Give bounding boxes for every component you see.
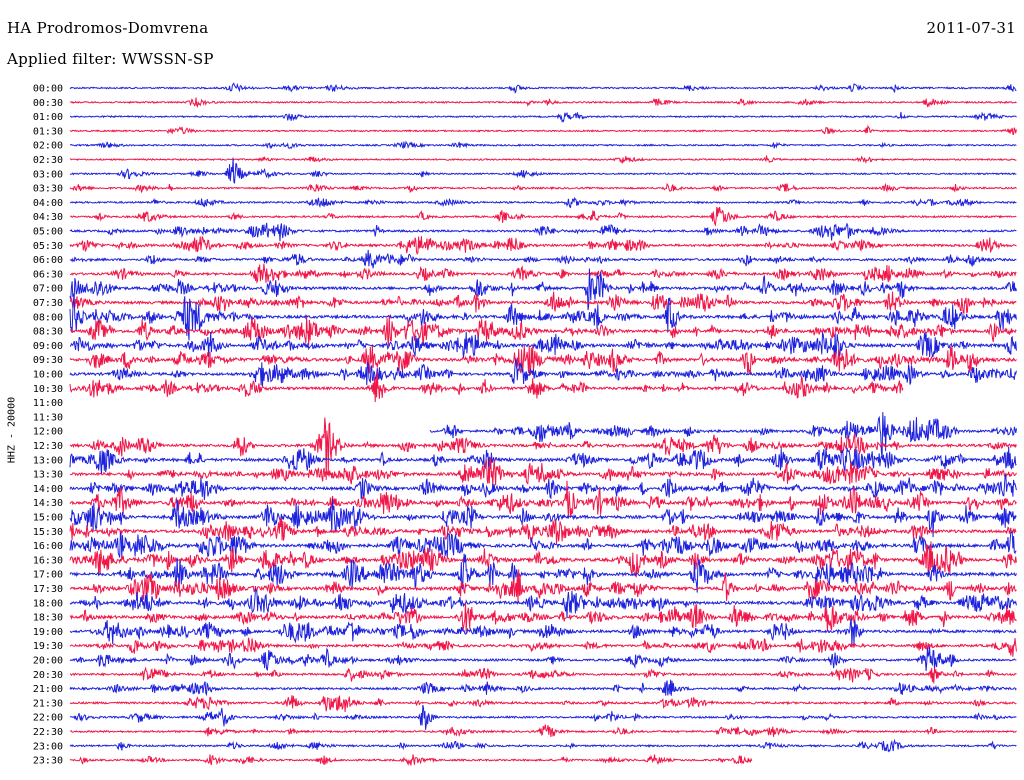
- trace-line: [69, 618, 1017, 647]
- trace-line: [69, 182, 1017, 194]
- row-time-label: 22:30: [33, 727, 63, 738]
- station-title: HA Prodromos-Domvrena: [7, 19, 209, 37]
- trace-line: [69, 268, 1017, 311]
- row-time-label: 09:00: [33, 341, 63, 352]
- plot-date: 2011-07-31: [926, 19, 1016, 37]
- row-time-label: 20:00: [33, 656, 63, 667]
- row-time-label: 23:00: [33, 741, 63, 752]
- trace-line: [69, 553, 1017, 593]
- row-time-label: 04:00: [33, 198, 63, 209]
- trace-line: [69, 569, 1017, 604]
- trace-line: [69, 695, 1017, 713]
- trace-line: [69, 498, 1017, 538]
- trace-line: [69, 704, 1017, 730]
- row-time-label: 11:30: [33, 412, 63, 423]
- trace-line: [69, 157, 1017, 184]
- trace-line: [69, 530, 1017, 558]
- row-time-label: 19:00: [33, 627, 63, 638]
- trace-line: [429, 412, 1017, 459]
- row-time-label: 21:00: [33, 684, 63, 695]
- row-time-label: 00:00: [33, 84, 63, 95]
- trace-line: [69, 124, 1017, 135]
- trace-line: [69, 637, 1017, 657]
- trace-line: [69, 370, 904, 403]
- trace-line: [69, 249, 1017, 269]
- trace-line: [69, 473, 1017, 501]
- trace-line: [69, 196, 1017, 209]
- trace-line: [69, 236, 1017, 256]
- trace-line: [69, 97, 1017, 108]
- trace-line: [69, 724, 1017, 738]
- trace-line: [69, 222, 1017, 242]
- trace-line: [69, 206, 1017, 227]
- row-time-label: 05:30: [33, 241, 63, 252]
- row-time-label: 11:00: [33, 398, 63, 409]
- trace-line: [70, 666, 1017, 684]
- trace-line: [69, 446, 1017, 475]
- row-time-label: 07:30: [33, 298, 63, 309]
- trace-line: [70, 155, 1017, 165]
- trace-line: [69, 345, 1017, 376]
- row-time-label: 00:30: [33, 98, 63, 109]
- row-time-label: 05:00: [33, 227, 63, 238]
- row-time-label: 01:00: [33, 112, 63, 123]
- trace-line: [69, 263, 1017, 284]
- row-time-label: 12:30: [33, 441, 63, 452]
- trace-line: [69, 140, 1017, 150]
- row-time-label: 18:30: [33, 613, 63, 624]
- row-time-label: 21:30: [33, 698, 63, 709]
- row-time-label: 15:30: [33, 527, 63, 538]
- row-time-label: 22:00: [33, 713, 63, 724]
- row-time-label: 03:30: [33, 184, 63, 195]
- row-time-label: 08:00: [33, 312, 63, 323]
- trace-line: [69, 480, 1017, 519]
- trace-line: [69, 357, 1017, 387]
- trace-line: [69, 296, 1017, 341]
- trace-line: [69, 588, 1017, 618]
- trace-line: [69, 82, 1017, 94]
- row-time-label: 10:00: [33, 370, 63, 381]
- row-time-label: 01:30: [33, 126, 63, 137]
- trace-line: [69, 517, 1017, 545]
- trace-line: [69, 417, 1017, 480]
- row-time-label: 13:30: [33, 470, 63, 481]
- trace-line: [69, 754, 753, 766]
- trace-line: [69, 602, 1017, 634]
- row-time-label: 12:00: [33, 427, 63, 438]
- trace-line: [69, 315, 1017, 347]
- row-time-label: 04:30: [33, 212, 63, 223]
- row-time-label: 16:00: [33, 541, 63, 552]
- row-time-label: 23:30: [33, 756, 63, 767]
- row-time-label: 15:00: [33, 513, 63, 524]
- trace-line: [70, 111, 1017, 123]
- row-time-label: 14:30: [33, 498, 63, 509]
- row-time-label: 14:00: [33, 484, 63, 495]
- row-time-label: 02:30: [33, 155, 63, 166]
- row-time-label: 16:30: [33, 555, 63, 566]
- row-time-label: 08:30: [33, 327, 63, 338]
- row-time-label: 07:00: [33, 284, 63, 295]
- trace-line: [69, 679, 1017, 697]
- trace-line: [69, 456, 1017, 486]
- trace-line: [69, 291, 1017, 315]
- row-time-label: 17:30: [33, 584, 63, 595]
- trace-line: [69, 738, 1017, 753]
- row-time-label: 13:00: [33, 455, 63, 466]
- row-time-label: 02:00: [33, 141, 63, 152]
- trace-line: [70, 331, 1017, 359]
- row-time-label: 03:00: [33, 169, 63, 180]
- row-time-label: 06:00: [33, 255, 63, 266]
- filter-label: Applied filter: WWSSN-SP: [7, 50, 214, 68]
- row-time-label: 10:30: [33, 384, 63, 395]
- row-time-label: 20:30: [33, 670, 63, 681]
- row-time-label: 06:30: [33, 269, 63, 280]
- row-time-label: 19:30: [33, 641, 63, 652]
- row-time-label: 18:00: [33, 598, 63, 609]
- trace-line: [69, 541, 1017, 578]
- trace-line: [69, 646, 1017, 672]
- row-time-label: 09:30: [33, 355, 63, 366]
- row-time-label: 17:00: [33, 570, 63, 581]
